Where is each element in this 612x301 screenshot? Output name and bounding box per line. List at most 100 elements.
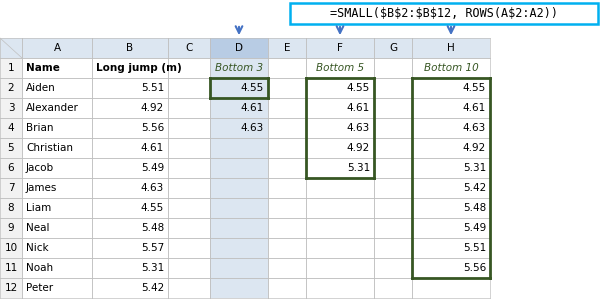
Bar — [0, 218, 22, 238]
Bar — [306, 158, 374, 178]
Text: 4.61: 4.61 — [463, 103, 486, 113]
Text: E: E — [284, 43, 290, 53]
Text: 4.63: 4.63 — [463, 123, 486, 133]
Bar — [210, 278, 268, 298]
Bar — [268, 178, 306, 198]
Bar — [268, 258, 306, 278]
Bar — [374, 58, 412, 78]
Text: Brian: Brian — [26, 123, 53, 133]
Text: Long jump (m): Long jump (m) — [96, 63, 182, 73]
Bar — [0, 78, 22, 98]
Text: C: C — [185, 43, 193, 53]
Bar — [92, 258, 168, 278]
Bar — [168, 58, 210, 78]
Text: 5.48: 5.48 — [463, 203, 486, 213]
Text: 1: 1 — [8, 63, 14, 73]
Text: F: F — [337, 43, 343, 53]
Bar — [268, 238, 306, 258]
Bar — [22, 238, 92, 258]
Bar — [168, 78, 210, 98]
Text: Bottom 10: Bottom 10 — [424, 63, 479, 73]
Bar — [306, 78, 374, 98]
Bar — [306, 38, 374, 58]
Bar — [374, 118, 412, 138]
Bar — [92, 118, 168, 138]
Bar — [374, 38, 412, 58]
Bar — [210, 38, 268, 58]
Text: Neal: Neal — [26, 223, 50, 233]
Text: Jacob: Jacob — [26, 163, 54, 173]
Bar — [412, 238, 490, 258]
Text: 5.57: 5.57 — [141, 243, 164, 253]
Bar — [412, 278, 490, 298]
Text: 5.31: 5.31 — [141, 263, 164, 273]
Bar — [374, 218, 412, 238]
Bar — [0, 98, 22, 118]
Bar — [374, 98, 412, 118]
Text: 12: 12 — [4, 283, 18, 293]
Text: 5.42: 5.42 — [463, 183, 486, 193]
Bar — [268, 58, 306, 78]
Bar — [22, 118, 92, 138]
Bar — [268, 78, 306, 98]
Text: 4.92: 4.92 — [141, 103, 164, 113]
Bar — [92, 198, 168, 218]
Bar — [0, 258, 22, 278]
Text: 4.61: 4.61 — [241, 103, 264, 113]
Text: 4.92: 4.92 — [347, 143, 370, 153]
Bar — [22, 278, 92, 298]
Bar — [210, 178, 268, 198]
Bar — [92, 178, 168, 198]
Text: Bottom 3: Bottom 3 — [215, 63, 263, 73]
Text: =SMALL($B$2:$B$12, ROWS(A$2:A2)): =SMALL($B$2:$B$12, ROWS(A$2:A2)) — [330, 7, 558, 20]
Text: 5.48: 5.48 — [141, 223, 164, 233]
Bar — [412, 118, 490, 138]
Text: G: G — [389, 43, 397, 53]
Bar — [290, 3, 598, 24]
Bar — [22, 138, 92, 158]
Bar — [22, 198, 92, 218]
Text: 4.61: 4.61 — [141, 143, 164, 153]
Text: 5.56: 5.56 — [141, 123, 164, 133]
Bar — [268, 278, 306, 298]
Bar — [210, 58, 268, 78]
Bar — [92, 238, 168, 258]
Text: 5.49: 5.49 — [463, 223, 486, 233]
Bar — [306, 118, 374, 138]
Bar — [306, 98, 374, 118]
Bar — [306, 138, 374, 158]
Text: 7: 7 — [8, 183, 14, 193]
Bar — [168, 158, 210, 178]
Bar — [92, 138, 168, 158]
Bar — [22, 178, 92, 198]
Text: A: A — [53, 43, 61, 53]
Bar — [92, 38, 168, 58]
Text: 8: 8 — [8, 203, 14, 213]
Bar — [306, 258, 374, 278]
Bar — [412, 218, 490, 238]
Bar — [92, 158, 168, 178]
Bar — [412, 138, 490, 158]
Bar — [210, 98, 268, 118]
Bar — [168, 118, 210, 138]
Text: 4.63: 4.63 — [241, 123, 264, 133]
Bar — [22, 78, 92, 98]
Text: 5.49: 5.49 — [141, 163, 164, 173]
Text: Peter: Peter — [26, 283, 53, 293]
Bar — [0, 158, 22, 178]
Bar — [412, 98, 490, 118]
Text: B: B — [127, 43, 133, 53]
Bar — [412, 258, 490, 278]
Text: 5.51: 5.51 — [463, 243, 486, 253]
Bar — [168, 258, 210, 278]
Bar — [412, 198, 490, 218]
Text: 4: 4 — [8, 123, 14, 133]
Bar — [306, 218, 374, 238]
Bar — [268, 218, 306, 238]
Text: 5.31: 5.31 — [347, 163, 370, 173]
Bar — [412, 158, 490, 178]
Text: 4.55: 4.55 — [347, 83, 370, 93]
Bar — [92, 218, 168, 238]
Bar — [168, 278, 210, 298]
Bar — [412, 58, 490, 78]
